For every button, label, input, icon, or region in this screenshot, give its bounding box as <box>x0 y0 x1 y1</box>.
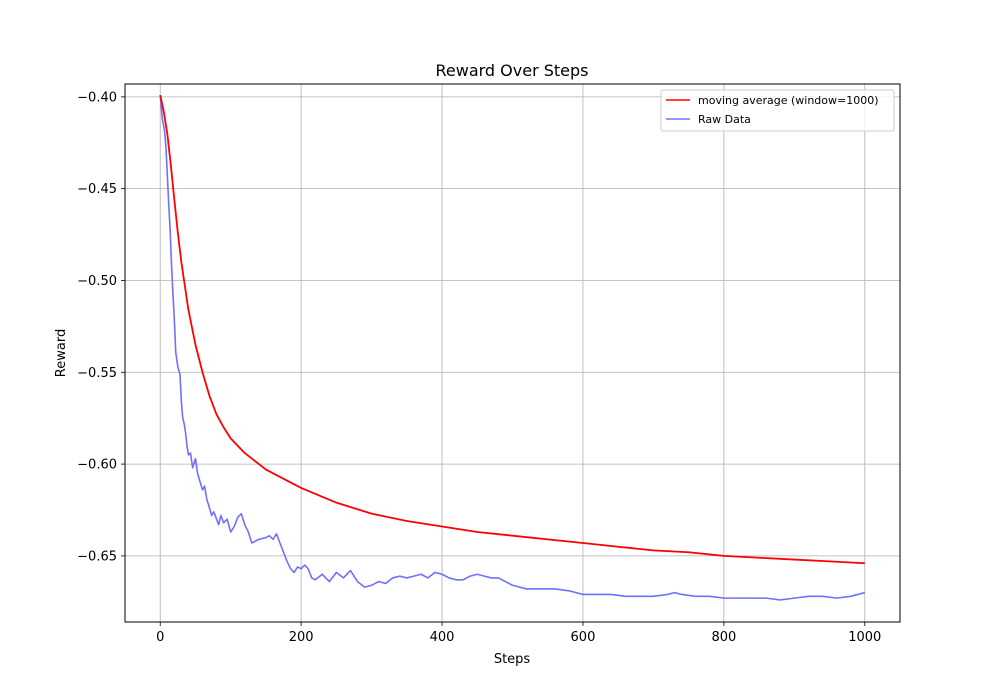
x-tick-label: 800 <box>711 630 736 645</box>
moving-average-line <box>159 94 865 565</box>
plot-area <box>159 94 865 601</box>
legend-box <box>660 89 895 132</box>
y-tick-label: −0.45 <box>77 182 117 197</box>
legend-label-moving-average: moving average (window=1000) <box>698 94 879 107</box>
y-axis-label: Reward <box>54 329 69 377</box>
raw-data-line <box>159 94 865 601</box>
x-tick-label: 1000 <box>848 630 881 645</box>
x-axis-label: Steps <box>494 652 531 667</box>
y-tick-label: −0.40 <box>77 90 117 105</box>
grid <box>125 84 900 622</box>
x-tick-label: 400 <box>430 630 455 645</box>
legend: moving average (window=1000) Raw Data <box>660 89 895 132</box>
chart-title: Reward Over Steps <box>435 61 588 80</box>
y-tick-label: −0.65 <box>77 549 117 564</box>
y-tick-label: −0.50 <box>77 274 117 289</box>
legend-label-raw-data: Raw Data <box>698 113 751 126</box>
plot-frame <box>124 83 901 623</box>
x-tick-label: 200 <box>289 630 314 645</box>
x-tick-label: 0 <box>156 630 164 645</box>
x-tick-label: 600 <box>571 630 596 645</box>
axis-ticks: 0 200 400 600 800 1000 −0.40 −0.45 −0.50 −0.55 −0.… <box>77 90 881 645</box>
y-tick-label: −0.60 <box>77 458 117 473</box>
y-tick-label: −0.55 <box>77 366 117 381</box>
